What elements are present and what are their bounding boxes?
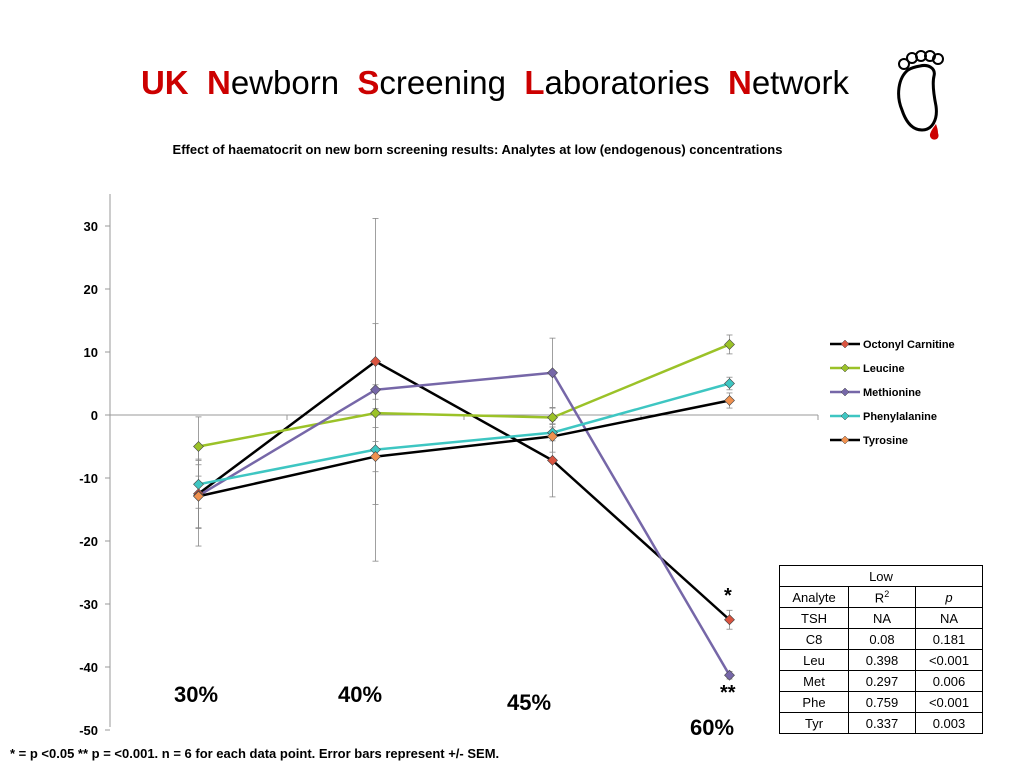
y-tick-label: 20: [84, 282, 98, 297]
table-cell-r2: 0.398: [848, 649, 916, 671]
y-tick-label: -40: [79, 660, 98, 675]
table-row: Tyr 0.337 0.003: [779, 712, 983, 734]
table-cell-p: <0.001: [915, 691, 983, 713]
title-word-creening: creening: [379, 64, 507, 101]
data-point-marker: [193, 478, 204, 490]
table-cell-p: NA: [915, 607, 983, 629]
data-point-marker: [370, 407, 381, 419]
table-header-r: R: [874, 590, 885, 606]
table-cell-p: 0.006: [915, 670, 983, 692]
data-point-marker: [547, 454, 558, 466]
data-point-marker: [193, 441, 204, 452]
data-point-marker: [193, 490, 204, 502]
title-cap-n2: N: [727, 64, 752, 101]
table-cell-r2: 0.759: [848, 691, 916, 713]
data-point-marker: [724, 614, 735, 626]
x-category-label-45: 45%: [507, 690, 552, 715]
data-point-marker: [724, 339, 735, 350]
table-cell-analyte: TSH: [779, 607, 849, 629]
data-point-marker: [547, 430, 558, 442]
table-cell-r2: NA: [848, 607, 916, 629]
statistics-table: Low Analyte R2 p TSH NA NA C8 0.08 0.181 Leu 0.…: [779, 565, 983, 734]
data-point-marker: [370, 356, 381, 367]
table-cell-analyte: Leu: [779, 649, 849, 671]
data-point-marker: [547, 367, 558, 379]
x-category-label-30: 30%: [174, 682, 219, 707]
title-word-etwork: etwork: [751, 64, 850, 101]
legend-marker: [840, 435, 850, 445]
legend-marker: [840, 339, 850, 349]
data-point-marker: [370, 384, 381, 396]
y-tick-label: 10: [84, 345, 98, 360]
table-cell-analyte: Tyr: [779, 712, 849, 734]
legend-label: Phenylalanine: [863, 411, 937, 423]
title-cap-n: N: [206, 64, 231, 101]
table-cell-r2: 0.337: [848, 712, 916, 734]
y-tick-label: -30: [79, 597, 98, 612]
title-cap-uk: UK: [140, 64, 189, 101]
subtitle-text-bold: low: [574, 142, 597, 157]
table-header-r2: R2: [848, 586, 916, 608]
y-tick-label: -10: [79, 471, 98, 486]
legend-label: Octonyl Carnitine: [863, 339, 955, 351]
table-cell-analyte: C8: [779, 628, 849, 650]
chart-subtitle: Effect of haematocrit on new born screen…: [0, 142, 955, 157]
y-tick-label: 0: [91, 408, 98, 423]
table-group-header: Low: [779, 565, 983, 587]
data-point-marker: [724, 669, 735, 681]
table-cell-analyte: Phe: [779, 691, 849, 713]
table-cell-r2: 0.08: [848, 628, 916, 650]
legend-marker: [840, 387, 850, 397]
table-header-analyte: Analyte: [779, 586, 849, 608]
x-category-label-40: 40%: [338, 682, 383, 707]
legend-label: Methionine: [863, 387, 921, 399]
table-cell-analyte: Met: [779, 670, 849, 692]
data-point-marker: [547, 412, 558, 423]
series-line: [197, 371, 731, 676]
table-cell-p: <0.001: [915, 649, 983, 671]
legend-label: Leucine: [863, 363, 905, 375]
table-row: TSH NA NA: [779, 607, 983, 629]
data-point-marker: [724, 378, 735, 389]
significance-annotation-double: **: [720, 682, 736, 704]
table-cell-p: 0.003: [915, 712, 983, 734]
title-word-ewborn: ewborn: [230, 64, 340, 101]
foot-blood-drop-icon: [897, 50, 944, 140]
table-header-r-exponent: 2: [884, 588, 890, 599]
series-line: [198, 382, 730, 486]
y-tick-label: 30: [84, 219, 98, 234]
series-line: [197, 359, 731, 621]
page-title: UK Newborn Screening Laboratories Networ…: [0, 64, 990, 102]
series-line: [198, 399, 730, 498]
title-cap-l: L: [524, 64, 545, 101]
table-row: Leu 0.398 <0.001: [779, 649, 983, 671]
title-word-aboratories: aboratories: [544, 64, 710, 101]
table-row: C8 0.08 0.181: [779, 628, 983, 650]
table-header-p: p: [915, 586, 983, 608]
table-cell-r2: 0.297: [848, 670, 916, 692]
table-row: Met 0.297 0.006: [779, 670, 983, 692]
legend-marker: [840, 363, 850, 373]
table-cell-p: 0.181: [915, 628, 983, 650]
x-category-label-60: 60%: [690, 715, 735, 740]
legend-label: Tyrosine: [863, 435, 908, 447]
series-line: [198, 343, 730, 448]
title-cap-s: S: [357, 64, 380, 101]
data-point-marker: [370, 451, 381, 463]
y-tick-label: -50: [79, 723, 98, 738]
table-row: Phe 0.759 <0.001: [779, 691, 983, 713]
significance-annotation-single: *: [724, 585, 732, 607]
data-point-marker: [724, 395, 735, 406]
y-tick-label: -20: [79, 534, 98, 549]
legend-marker: [840, 411, 850, 421]
subtitle-text-after: (endogenous) concentrations: [596, 142, 783, 157]
footnote: * = p <0.05 ** p = <0.001. n = 6 for eac…: [10, 746, 500, 761]
subtitle-text-before: Effect of haematocrit on new born screen…: [172, 142, 575, 157]
